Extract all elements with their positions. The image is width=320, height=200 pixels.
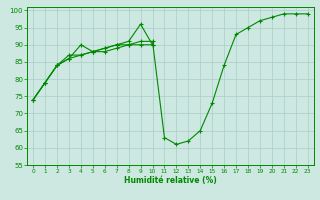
X-axis label: Humidité relative (%): Humidité relative (%) (124, 176, 217, 185)
